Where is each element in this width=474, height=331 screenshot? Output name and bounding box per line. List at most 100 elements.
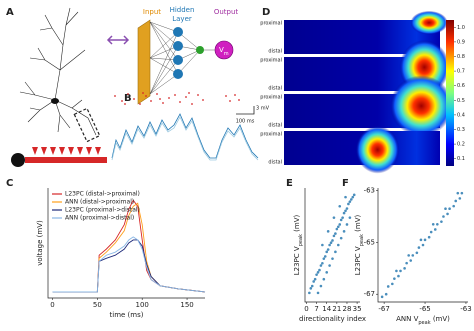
colorbar-tick-label: 0.5 [457, 98, 465, 104]
point [427, 235, 431, 239]
point [344, 209, 347, 213]
axes [304, 188, 360, 303]
point [386, 285, 390, 288]
colorbar-tick-label: 0.7 [457, 69, 465, 75]
y-tick-label: -65 [364, 238, 375, 246]
row-label: distal [268, 49, 282, 55]
x-tick-label: 7 [314, 305, 318, 313]
point [350, 198, 353, 201]
colorbar [446, 20, 454, 166]
point [325, 271, 329, 274]
point [351, 195, 355, 199]
point [310, 284, 314, 288]
axis-label: voltage (mV) [36, 220, 44, 266]
colorbar-tick-label: 1.0 [457, 25, 465, 31]
point [342, 211, 346, 215]
point [325, 250, 329, 254]
point [348, 216, 352, 219]
point [345, 223, 349, 226]
axis-label-part: L23PC V [354, 246, 362, 275]
point [331, 257, 334, 260]
hidden-label: Hidden [170, 6, 195, 14]
x-tick-label: -63 [460, 305, 471, 313]
axes [47, 188, 205, 299]
point [336, 225, 340, 229]
x-tick-label: -67 [378, 305, 389, 313]
trace-ann [111, 116, 259, 161]
colorbar-tick-label: 0.2 [457, 142, 465, 148]
point [397, 274, 400, 278]
heatmap-hotspot [390, 75, 453, 137]
axis-label-part: (mV) [431, 315, 451, 323]
legend-label: L23PC (proximal->distal) [65, 207, 140, 214]
soma-icon [11, 153, 25, 167]
dendrite-icon [25, 157, 107, 163]
row-label: proximal [260, 95, 282, 101]
point [460, 191, 464, 195]
scale-mv: 3 mV [256, 106, 270, 112]
vm-sub: m [224, 51, 229, 57]
hidden-node [173, 69, 183, 79]
axis-label: ANN Vpeak (mV) [396, 315, 450, 326]
point [405, 261, 408, 265]
x-tick-label: 35 [353, 305, 362, 313]
row-label: proximal [260, 132, 282, 138]
output-label: Output [214, 8, 239, 16]
point [332, 234, 336, 238]
x-tick-label: 150 [180, 301, 193, 309]
point [417, 246, 421, 249]
x-tick-label: 100 [136, 301, 149, 309]
scale-ms: 100 ms [236, 119, 255, 125]
point [395, 269, 398, 273]
panel-label: A [6, 7, 14, 18]
point [326, 248, 330, 251]
point [423, 238, 427, 242]
heatmap-hotspot [410, 10, 448, 35]
legend-label: L23PC (distal->proximal) [65, 191, 140, 198]
point [399, 269, 402, 273]
point [319, 284, 323, 288]
point [384, 292, 388, 296]
point [326, 230, 330, 233]
hidden-node [173, 55, 183, 65]
point [419, 238, 423, 242]
heatmap-hotspot [355, 125, 400, 174]
point [321, 243, 324, 247]
point [334, 232, 337, 235]
point [331, 239, 334, 242]
axis-label-part: (mV) [293, 215, 301, 235]
point [321, 261, 324, 265]
point [315, 273, 318, 276]
line [52, 236, 206, 293]
point [339, 236, 343, 240]
point [342, 230, 346, 233]
colorbar-tick-label: 0.8 [457, 54, 465, 60]
colorbar-tick-label: 0.9 [457, 39, 465, 45]
point [339, 218, 343, 222]
point [312, 280, 315, 283]
point [407, 254, 410, 257]
point [411, 254, 415, 257]
line [52, 239, 206, 293]
vm-text: V [219, 46, 224, 54]
panel-label: C [6, 178, 13, 189]
axes [377, 188, 468, 303]
point [341, 216, 344, 219]
legend-label: ANN (distal->proximal) [65, 199, 134, 206]
vm-label: Vm [219, 46, 229, 57]
soma [51, 98, 59, 104]
colorbar-tick-label: 0.1 [457, 156, 465, 162]
panel-label: B [124, 93, 132, 104]
row-label: proximal [260, 58, 282, 64]
point [454, 199, 458, 203]
x-tick-label: 14 [322, 305, 331, 313]
point [448, 207, 451, 211]
point [322, 257, 326, 260]
axis-label-part: voltage (mV) [36, 220, 44, 266]
point [458, 197, 462, 200]
point [429, 230, 433, 234]
point [347, 202, 350, 206]
input-label: Input [143, 8, 161, 16]
row-label: proximal [260, 21, 282, 27]
point [328, 264, 331, 267]
